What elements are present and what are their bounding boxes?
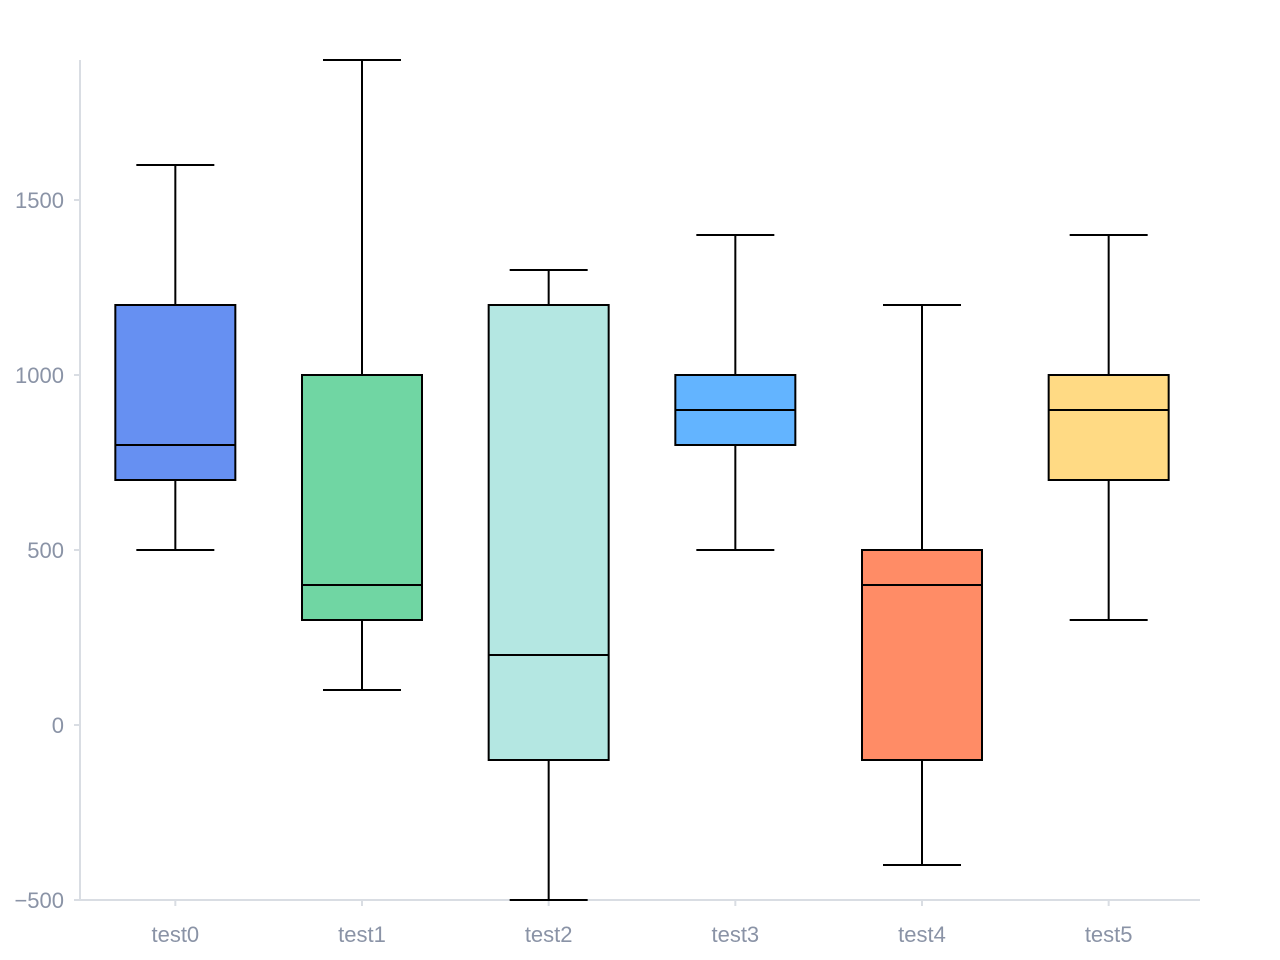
box-test1 <box>301 59 423 691</box>
x-tick-label: test2 <box>525 922 573 947</box>
iqr-box <box>114 304 237 481</box>
box-test2 <box>487 269 610 901</box>
y-tick-label: 1500 <box>15 188 64 213</box>
y-tick-label: 500 <box>27 538 64 563</box>
x-tick-label: test5 <box>1085 922 1133 947</box>
box-test5 <box>1047 234 1170 621</box>
x-tick-label: test3 <box>711 922 759 947</box>
x-tick-label: test0 <box>151 922 199 947</box>
x-tick-label: test1 <box>338 922 386 947</box>
iqr-box <box>1047 374 1170 481</box>
y-tick-labels: −500 0 500 1000 1500 <box>14 188 64 913</box>
y-tick-label: −500 <box>14 888 64 913</box>
x-tick-labels: test0 test1 test2 test3 test4 test5 <box>151 922 1132 947</box>
iqr-box <box>487 304 610 761</box>
box-test4 <box>861 304 983 866</box>
box-test0 <box>114 164 237 551</box>
box-test3 <box>674 234 797 551</box>
y-tick-label: 1000 <box>15 363 64 388</box>
x-tick-label: test4 <box>898 922 946 947</box>
iqr-box <box>861 549 983 761</box>
box-series <box>114 59 1170 901</box>
axes <box>74 60 1200 906</box>
iqr-box <box>301 374 423 621</box>
y-tick-label: 0 <box>52 713 64 738</box>
